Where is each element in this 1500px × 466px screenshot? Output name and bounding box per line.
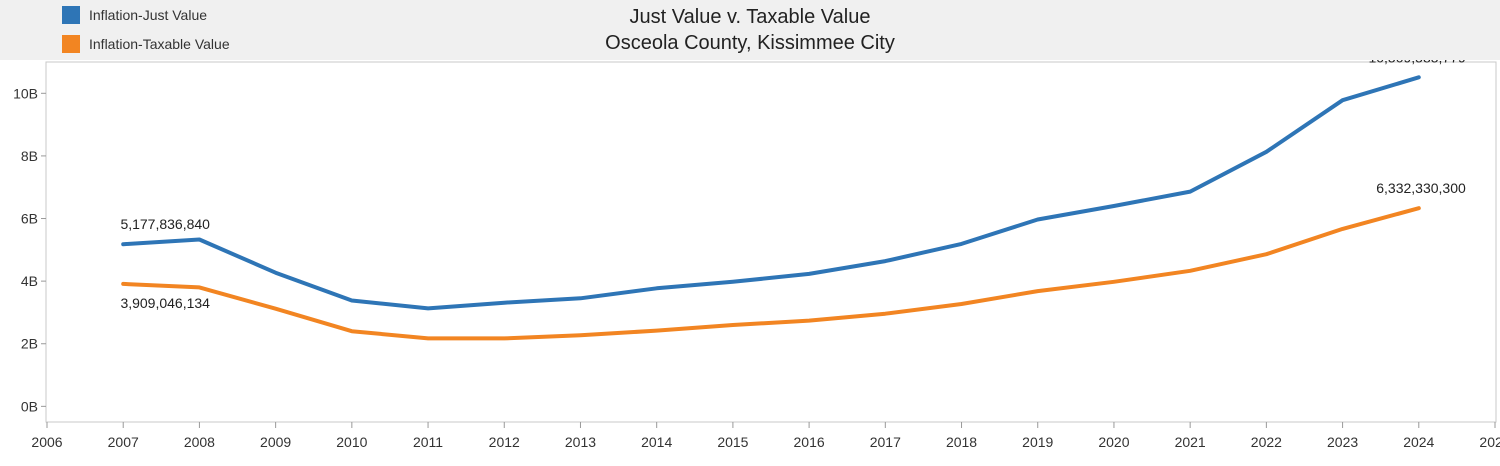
chart-header: Inflation-Just Value Inflation-Taxable V… bbox=[0, 0, 1500, 60]
x-tick-label: 2022 bbox=[1251, 434, 1282, 450]
x-tick-label: 2008 bbox=[184, 434, 215, 450]
y-tick-label: 8B bbox=[21, 148, 38, 164]
series-line-just-value bbox=[121, 75, 1421, 311]
legend-swatch-just-value bbox=[62, 6, 80, 24]
x-tick-label: 2011 bbox=[413, 434, 443, 450]
x-tick-label: 2013 bbox=[565, 434, 596, 450]
x-tick-label: 2012 bbox=[489, 434, 520, 450]
x-tick-label: 2023 bbox=[1327, 434, 1358, 450]
chart-subtitle: Osceola County, Kissimmee City bbox=[605, 32, 895, 54]
y-tick-label: 4B bbox=[21, 273, 38, 289]
x-tick-label: 2021 bbox=[1175, 434, 1206, 450]
x-tick-label: 2016 bbox=[794, 434, 825, 450]
data-label: 10,509,585,779 bbox=[1368, 60, 1466, 65]
series-line-taxable-value bbox=[121, 206, 1421, 341]
x-tick-label: 2015 bbox=[717, 434, 748, 450]
legend: Inflation-Just Value Inflation-Taxable V… bbox=[62, 4, 230, 62]
y-tick-label: 10B bbox=[13, 85, 38, 101]
chart-title-block: Just Value v. Taxable Value Osceola Coun… bbox=[450, 4, 1050, 56]
legend-swatch-taxable-value bbox=[62, 35, 80, 53]
x-tick-label: 2017 bbox=[870, 434, 901, 450]
data-label: 6,332,330,300 bbox=[1376, 180, 1466, 196]
legend-label-taxable-value: Inflation-Taxable Value bbox=[89, 36, 230, 52]
legend-item-taxable-value[interactable]: Inflation-Taxable Value bbox=[62, 33, 230, 55]
line-chart: 0B 2B 4B 6B 8B 10B 2006 2007 2008 2009 2010 2011 201… bbox=[13, 60, 1500, 450]
x-tick-label: 2019 bbox=[1022, 434, 1053, 450]
plot-frame bbox=[45, 61, 1497, 423]
x-tick-label: 2007 bbox=[108, 434, 139, 450]
data-label: 3,909,046,134 bbox=[120, 295, 210, 311]
x-tick-label: 2010 bbox=[336, 434, 367, 450]
data-label: 5,177,836,840 bbox=[120, 216, 210, 232]
x-tick-label: 2020 bbox=[1098, 434, 1129, 450]
y-tick-label: 0B bbox=[21, 398, 38, 414]
x-tick-label: 2006 bbox=[31, 434, 62, 450]
x-tick-label: 2014 bbox=[641, 434, 672, 450]
x-tick-label: 2018 bbox=[946, 434, 977, 450]
x-tick-label: 2009 bbox=[260, 434, 291, 450]
y-tick-label: 2B bbox=[21, 336, 38, 352]
y-tick-label: 6B bbox=[21, 211, 38, 227]
legend-label-just-value: Inflation-Just Value bbox=[89, 7, 208, 23]
x-tick-label: 2024 bbox=[1403, 434, 1434, 450]
legend-item-just-value[interactable]: Inflation-Just Value bbox=[62, 4, 230, 26]
chart-title: Just Value v. Taxable Value bbox=[629, 6, 871, 28]
